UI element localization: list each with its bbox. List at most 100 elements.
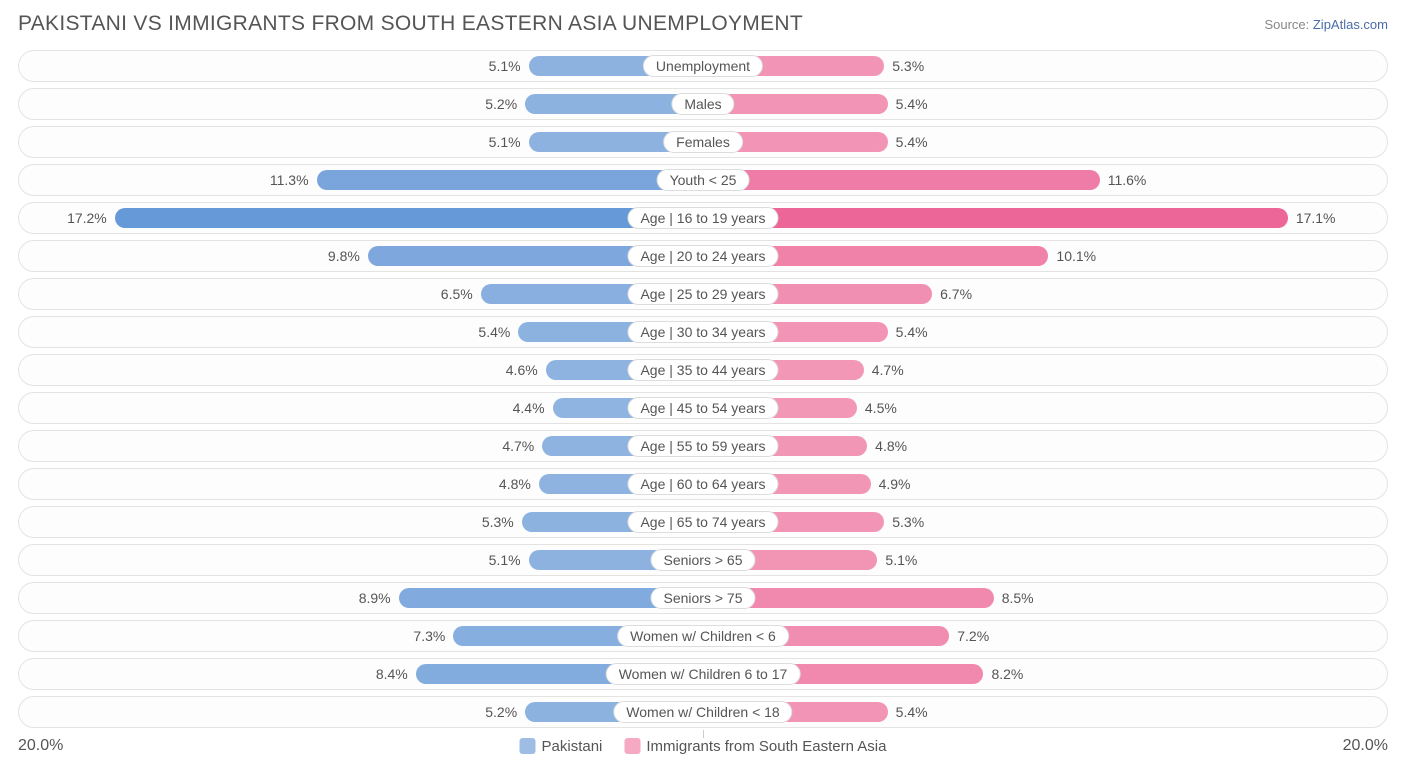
chart-row: 17.2%17.1%Age | 16 to 19 years — [18, 202, 1388, 234]
row-right-half: 5.3% — [703, 51, 1387, 81]
source-link[interactable]: ZipAtlas.com — [1313, 17, 1388, 32]
row-left-half: 5.2% — [19, 89, 703, 119]
chart-row: 6.5%6.7%Age | 25 to 29 years — [18, 278, 1388, 310]
chart-row: 4.7%4.8%Age | 55 to 59 years — [18, 430, 1388, 462]
chart-row: 5.1%5.3%Unemployment — [18, 50, 1388, 82]
category-label: Youth < 25 — [657, 169, 750, 191]
legend-swatch-left — [520, 738, 536, 754]
chart-row: 4.6% 4.7% Age | 35 to 44 years — [18, 354, 1388, 386]
row-right-half: 4.9% — [703, 469, 1387, 499]
legend-swatch-right — [624, 738, 640, 754]
row-right-half: 11.6% — [703, 165, 1387, 195]
category-label: Seniors > 75 — [651, 587, 756, 609]
row-right-half: 4.7% — [703, 355, 1387, 385]
row-right-half: 4.5% — [703, 393, 1387, 423]
chart-row: 8.4%8.2%Women w/ Children 6 to 17 — [18, 658, 1388, 690]
chart-row: 7.3% 7.2% Women w/ Children < 6 — [18, 620, 1388, 652]
row-right-half: 5.3% — [703, 507, 1387, 537]
row-right-half: 5.4% — [703, 697, 1387, 727]
axis-row: 20.0% Pakistani Immigrants from South Ea… — [18, 734, 1388, 758]
row-right-half: 5.4% — [703, 127, 1387, 157]
left-value-label: 5.2% — [477, 704, 525, 720]
right-value-label: 7.2% — [949, 628, 997, 644]
chart-header: PAKISTANI VS IMMIGRANTS FROM SOUTH EASTE… — [18, 12, 1388, 36]
chart-row: 5.1%5.1%Seniors > 65 — [18, 544, 1388, 576]
right-value-label: 5.3% — [884, 514, 932, 530]
chart-row: 9.8% 10.1% Age | 20 to 24 years — [18, 240, 1388, 272]
row-right-half: 7.2% — [703, 621, 1387, 651]
category-label: Age | 35 to 44 years — [627, 359, 778, 381]
row-left-half: 4.6% — [19, 355, 703, 385]
right-value-label: 6.7% — [932, 286, 980, 302]
left-value-label: 7.3% — [405, 628, 453, 644]
left-value-label: 17.2% — [59, 210, 115, 226]
left-value-label: 6.5% — [433, 286, 481, 302]
row-right-half: 8.2% — [703, 659, 1387, 689]
right-bar — [703, 208, 1288, 228]
chart-title: PAKISTANI VS IMMIGRANTS FROM SOUTH EASTE… — [18, 12, 803, 36]
left-value-label: 8.9% — [351, 590, 399, 606]
chart-row: 5.1% 5.4% Females — [18, 126, 1388, 158]
left-bar — [317, 170, 703, 190]
row-left-half: 5.1% — [19, 545, 703, 575]
category-label: Age | 60 to 64 years — [627, 473, 778, 495]
row-right-half: 8.5% — [703, 583, 1387, 613]
right-value-label: 5.3% — [884, 58, 932, 74]
legend-label-left: Pakistani — [542, 738, 603, 755]
diverging-bar-chart: 5.1%5.3%Unemployment5.2%5.4%Males5.1%5.4… — [18, 50, 1388, 728]
legend: Pakistani Immigrants from South Eastern … — [520, 738, 887, 755]
left-value-label: 5.1% — [481, 58, 529, 74]
right-value-label: 5.4% — [888, 704, 936, 720]
row-left-half: 4.7% — [19, 431, 703, 461]
left-value-label: 4.8% — [491, 476, 539, 492]
row-left-half: 9.8% — [19, 241, 703, 271]
left-value-label: 9.8% — [320, 248, 368, 264]
right-value-label: 11.6% — [1100, 172, 1155, 188]
row-right-half: 6.7% — [703, 279, 1387, 309]
left-value-label: 4.7% — [494, 438, 542, 454]
chart-row: 5.2% 5.4% Males — [18, 88, 1388, 120]
row-left-half: 5.3% — [19, 507, 703, 537]
chart-row: 4.4% 4.5% Age | 45 to 54 years — [18, 392, 1388, 424]
right-value-label: 4.7% — [864, 362, 912, 378]
category-label: Males — [671, 93, 734, 115]
left-value-label: 5.2% — [477, 96, 525, 112]
right-value-label: 8.2% — [983, 666, 1031, 682]
right-value-label: 5.4% — [888, 96, 936, 112]
left-value-label: 5.3% — [474, 514, 522, 530]
row-right-half: 5.4% — [703, 89, 1387, 119]
row-right-half: 5.4% — [703, 317, 1387, 347]
right-value-label: 8.5% — [994, 590, 1042, 606]
category-label: Age | 55 to 59 years — [627, 435, 778, 457]
left-value-label: 11.3% — [262, 172, 317, 188]
axis-right-max: 20.0% — [1343, 737, 1388, 755]
right-value-label: 5.4% — [888, 134, 936, 150]
axis-left-max: 20.0% — [18, 737, 63, 755]
category-label: Age | 30 to 34 years — [627, 321, 778, 343]
right-value-label: 17.1% — [1288, 210, 1344, 226]
right-value-label: 5.1% — [877, 552, 925, 568]
right-value-label: 4.5% — [857, 400, 905, 416]
row-left-half: 5.1% — [19, 51, 703, 81]
chart-row: 11.3% 11.6% Youth < 25 — [18, 164, 1388, 196]
left-value-label: 5.1% — [481, 134, 529, 150]
right-value-label: 10.1% — [1048, 248, 1104, 264]
row-left-half: 4.4% — [19, 393, 703, 423]
category-label: Age | 65 to 74 years — [627, 511, 778, 533]
left-value-label: 5.4% — [470, 324, 518, 340]
row-left-half: 11.3% — [19, 165, 703, 195]
category-label: Age | 45 to 54 years — [627, 397, 778, 419]
category-label: Females — [663, 131, 743, 153]
left-value-label: 4.6% — [498, 362, 546, 378]
left-bar — [115, 208, 703, 228]
row-right-half: 17.1% — [703, 203, 1387, 233]
category-label: Seniors > 65 — [651, 549, 756, 571]
category-label: Women w/ Children 6 to 17 — [606, 663, 801, 685]
chart-row: 4.8% 4.9%Age | 60 to 64 years — [18, 468, 1388, 500]
right-bar — [703, 170, 1100, 190]
legend-item-left: Pakistani — [520, 738, 603, 755]
chart-row: 5.4%5.4%Age | 30 to 34 years — [18, 316, 1388, 348]
row-left-half: 5.1% — [19, 127, 703, 157]
category-label: Age | 20 to 24 years — [627, 245, 778, 267]
category-label: Women w/ Children < 6 — [617, 625, 789, 647]
